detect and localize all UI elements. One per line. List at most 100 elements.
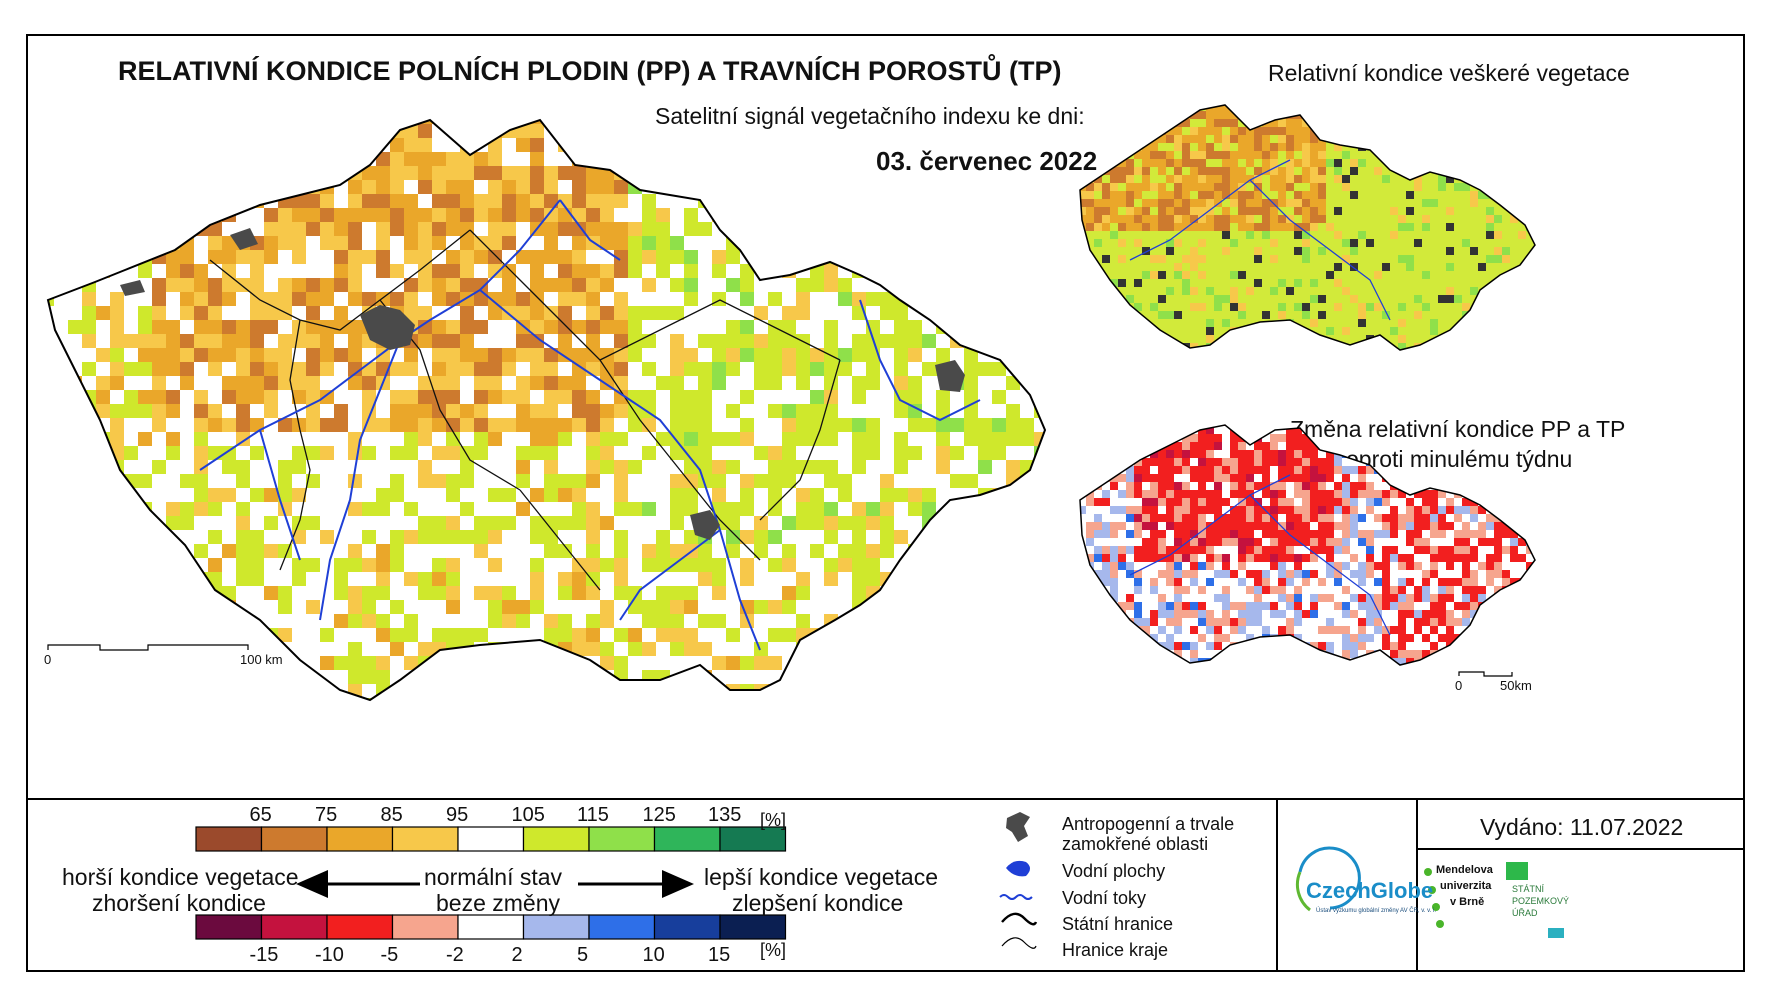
- map-cell: [390, 292, 404, 306]
- map-cell: [1470, 610, 1478, 618]
- map-cell: [1438, 474, 1446, 482]
- map-cell: [1134, 335, 1142, 343]
- map-cell: [1214, 119, 1222, 127]
- map-cell: [586, 432, 600, 446]
- map-cell: [908, 152, 922, 166]
- map-cell: [1294, 135, 1302, 143]
- map-cell: [1486, 490, 1494, 498]
- map-cell: [1142, 425, 1150, 426]
- map-cell: [1318, 514, 1326, 522]
- map-cell: [936, 306, 950, 320]
- map-cell: [1254, 426, 1262, 434]
- map-cell: [1094, 327, 1102, 335]
- map-cell: [1510, 458, 1518, 466]
- map-cell: [950, 306, 964, 320]
- map-cell: [236, 502, 250, 516]
- map-cell: [1510, 506, 1518, 514]
- map-cell: [54, 208, 68, 222]
- map-cell: [474, 390, 488, 404]
- map-cell: [838, 558, 852, 572]
- map-cell: [1222, 231, 1230, 239]
- map-cell: [1302, 127, 1310, 135]
- map-cell: [1230, 199, 1238, 207]
- map-cell: [1086, 151, 1094, 159]
- map-cell: [600, 120, 614, 124]
- map-cell: [1326, 466, 1334, 474]
- map-cell: [1438, 578, 1446, 586]
- map-cell: [1454, 482, 1462, 490]
- map-cell: [1318, 506, 1326, 514]
- map-cell: [614, 236, 628, 250]
- map-cell: [1350, 514, 1358, 522]
- map-cell: [824, 124, 838, 138]
- map-cell: [460, 334, 474, 348]
- map-cell: [1278, 425, 1286, 426]
- map-cell: [1110, 450, 1118, 458]
- map-cell: [614, 544, 628, 558]
- map-cell: [1526, 95, 1534, 103]
- map-cell: [1238, 578, 1246, 586]
- map-cell: [1166, 674, 1174, 682]
- map-cell: [1048, 166, 1062, 180]
- map-cell: [236, 544, 250, 558]
- map-cell: [1262, 490, 1270, 498]
- map-cell: [1382, 135, 1390, 143]
- map-cell: [880, 264, 894, 278]
- map-cell: [866, 446, 880, 460]
- map-cell: [1118, 562, 1126, 570]
- map-cell: [474, 166, 488, 180]
- map-cell: [1526, 610, 1534, 618]
- map-cell: [1374, 167, 1382, 175]
- map-cell: [250, 544, 264, 558]
- map-cell: [1262, 586, 1270, 594]
- map-cell: [1494, 506, 1502, 514]
- map-cell: [1150, 522, 1158, 530]
- map-cell: [894, 432, 908, 446]
- map-cell: [1350, 167, 1358, 175]
- map-cell: [306, 120, 320, 124]
- map-cell: [670, 516, 684, 530]
- map-cell: [1158, 538, 1166, 546]
- map-cell: [362, 502, 376, 516]
- map-cell: [418, 530, 432, 544]
- map-cell: [1198, 135, 1206, 143]
- map-cell: [446, 362, 460, 376]
- map-cell: [684, 642, 698, 656]
- map-cell: [950, 516, 964, 530]
- map-cell: [656, 544, 670, 558]
- map-cell: [1534, 530, 1535, 538]
- map-cell: [404, 208, 418, 222]
- map-cell: [796, 124, 810, 138]
- map-cell: [1238, 343, 1246, 350]
- map-cell: [572, 180, 586, 194]
- map-cell: [446, 446, 460, 460]
- map-cell: [992, 152, 1006, 166]
- map-cell: [1494, 127, 1502, 135]
- map-cell: [1462, 554, 1470, 562]
- map-cell: [1254, 642, 1262, 650]
- map-cell: [712, 586, 726, 600]
- map-cell: [1478, 95, 1486, 103]
- map-cell: [250, 348, 264, 362]
- map-cell: [1470, 578, 1478, 586]
- map-cell: [1502, 111, 1510, 119]
- map-cell: [1102, 498, 1110, 506]
- map-cell: [488, 250, 502, 264]
- map-cell: [670, 404, 684, 418]
- map-cell: [404, 194, 418, 208]
- map-cell: [1134, 466, 1142, 474]
- map-cell: [1238, 626, 1246, 634]
- map-cell: [558, 120, 572, 124]
- map-cell: [1350, 506, 1358, 514]
- map-cell: [48, 474, 54, 488]
- map-cell: [1254, 570, 1262, 578]
- map-cell: [446, 572, 460, 586]
- map-cell: [1118, 167, 1126, 175]
- map-cell: [782, 124, 796, 138]
- map-cell: [1126, 351, 1134, 359]
- legend-anthropogenic-1: Antropogenní a trvale: [1062, 814, 1235, 834]
- map-cell: [488, 558, 502, 572]
- map-cell: [642, 208, 656, 222]
- map-cell: [1326, 474, 1334, 482]
- map-cell: [782, 306, 796, 320]
